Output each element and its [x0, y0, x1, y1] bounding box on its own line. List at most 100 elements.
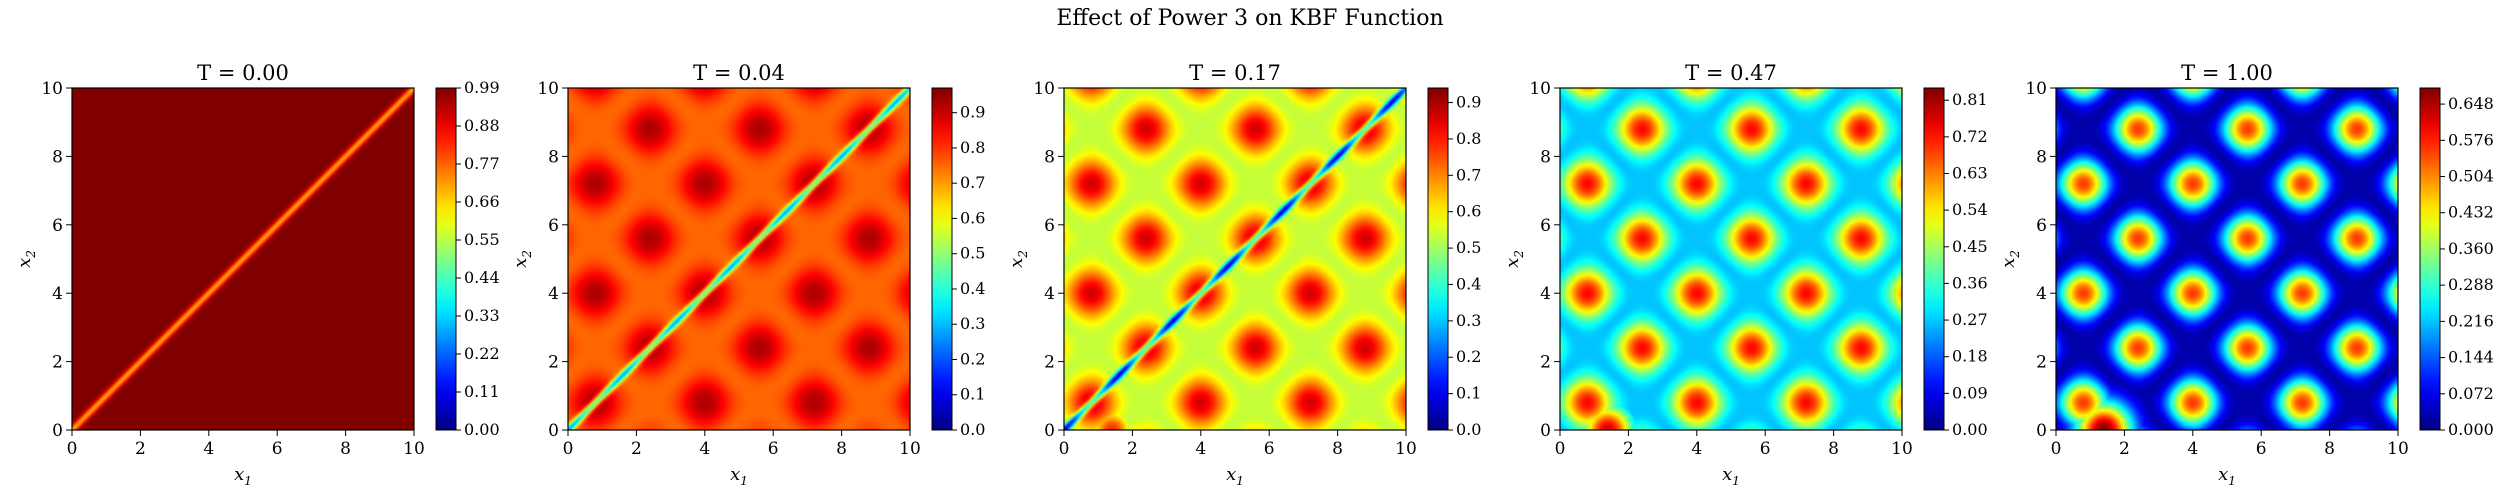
plot-frame [71, 87, 415, 431]
colorbar-tick-label: 0.1 [960, 385, 985, 404]
heatmap-image [1064, 88, 1406, 430]
plot-frame [1063, 87, 1407, 431]
x-axis-label: x1 [1226, 464, 1244, 488]
x-axis-label: x1 [730, 464, 748, 488]
colorbar-tick-label: 0.6 [1456, 202, 1481, 221]
heatmap-image [1560, 88, 1902, 430]
x-tick-label: 10 [1891, 439, 1913, 459]
y-axis-label: x2 [1998, 250, 2022, 268]
x-tick-label: 4 [1691, 439, 1702, 459]
x-tick-label: 6 [272, 439, 283, 459]
colorbar-tick-label: 0.18 [1952, 347, 1988, 366]
colorbar-tick-label: 0.54 [1952, 200, 1988, 219]
x-tick-label: 6 [2256, 439, 2267, 459]
y-tick-label: 0 [1044, 421, 1055, 441]
x-tick-label: 0 [1059, 439, 1070, 459]
colorbar-tick-label: 0.000 [2448, 420, 2494, 439]
panel-title: T = 0.47 [1685, 61, 1777, 85]
x-tick-label: 6 [1264, 439, 1275, 459]
colorbar-tick-label: 0.5 [1456, 238, 1481, 257]
colorbar-tick-label: 0.88 [464, 116, 500, 135]
y-tick-label: 6 [1044, 216, 1055, 236]
x-tick-label: 6 [768, 439, 779, 459]
y-tick-label: 2 [548, 353, 559, 373]
y-tick-label: 4 [1044, 284, 1055, 304]
y-tick-label: 10 [41, 79, 63, 99]
y-tick-label: 0 [52, 421, 63, 441]
y-axis-label: x2 [510, 250, 534, 268]
colorbar-tick-label: 0.648 [2448, 94, 2494, 113]
panel-2: T = 0.17 0 2 4 6 8 10 0 2 4 6 8 10 x1 x2 0.0 0.1 0.2 0.3 0.… [1006, 61, 1481, 488]
colorbar-tick-label: 0.2 [1456, 347, 1481, 366]
x-tick-label: 8 [340, 439, 351, 459]
y-tick-label: 8 [548, 147, 559, 167]
colorbar-tick-label: 0.8 [960, 138, 985, 157]
panel-title: T = 0.17 [1189, 61, 1281, 85]
y-tick-label: 10 [1033, 79, 1055, 99]
colorbar-tick-label: 0.00 [1952, 420, 1988, 439]
colorbar-tick-label: 0.11 [464, 382, 500, 401]
colorbar-tick-label: 0.9 [1456, 93, 1481, 112]
colorbar-tick-label: 0.63 [1952, 164, 1988, 183]
colorbar-tick-label: 0.22 [464, 344, 500, 363]
y-tick-label: 2 [52, 353, 63, 373]
x-tick-label: 2 [2119, 439, 2130, 459]
colorbar-tick-label: 0.0 [960, 420, 985, 439]
panel-title: T = 0.00 [197, 61, 289, 85]
colorbar-tick-label: 0.72 [1952, 127, 1988, 146]
panel-title: T = 1.00 [2181, 61, 2273, 85]
y-tick-label: 2 [1540, 353, 1551, 373]
colorbar-tick-label: 0.0 [1456, 420, 1481, 439]
x-tick-label: 4 [2187, 439, 2198, 459]
colorbar-tick-label: 0.7 [960, 173, 985, 192]
x-tick-label: 10 [2387, 439, 2409, 459]
colorbar-tick-label: 0.66 [464, 192, 500, 211]
y-tick-label: 0 [1540, 421, 1551, 441]
colorbar-tick-label: 0.27 [1952, 310, 1988, 329]
x-axis-label: x1 [234, 464, 252, 488]
y-tick-label: 6 [1540, 216, 1551, 236]
y-tick-label: 10 [2025, 79, 2047, 99]
y-axis-label: x2 [14, 250, 38, 268]
colorbar [435, 87, 457, 431]
colorbar-tick-label: 0.6 [960, 208, 985, 227]
y-tick-label: 6 [2036, 216, 2047, 236]
x-tick-label: 8 [2324, 439, 2335, 459]
colorbar-tick-label: 0.7 [1456, 165, 1481, 184]
y-tick-label: 6 [52, 216, 63, 236]
colorbar-tick-label: 0.09 [1952, 383, 1988, 402]
colorbar-tick-label: 0.4 [1456, 274, 1481, 293]
y-tick-label: 10 [1529, 79, 1551, 99]
x-tick-label: 8 [1332, 439, 1343, 459]
x-tick-label: 2 [1623, 439, 1634, 459]
colorbar-tick-label: 0.8 [1456, 129, 1481, 148]
colorbar-tick-label: 0.576 [2448, 130, 2494, 149]
colorbar-tick-label: 0.00 [464, 420, 500, 439]
y-tick-label: 2 [1044, 353, 1055, 373]
colorbar-tick-label: 0.4 [960, 279, 985, 298]
y-tick-label: 8 [52, 147, 63, 167]
colorbar-tick-label: 0.99 [464, 78, 500, 97]
y-tick-label: 4 [548, 284, 559, 304]
x-tick-label: 6 [1760, 439, 1771, 459]
colorbar-tick-label: 0.144 [2448, 348, 2494, 367]
heatmap-image [568, 88, 910, 430]
colorbar-tick-label: 0.36 [1952, 273, 1988, 292]
y-tick-label: 8 [1540, 147, 1551, 167]
x-axis-label: x1 [2218, 464, 2236, 488]
panel-3: T = 0.47 0 2 4 6 8 10 0 2 4 6 8 10 x1 x2 0.00 0.09 0.18 0.… [1502, 61, 1988, 488]
y-tick-label: 10 [537, 79, 559, 99]
colorbar-tick-label: 0.33 [464, 306, 500, 325]
figure-suptitle: Effect of Power 3 on KBF Function [1056, 6, 1444, 31]
plot-frame [1559, 87, 1903, 431]
y-tick-label: 0 [2036, 421, 2047, 441]
y-tick-label: 2 [2036, 353, 2047, 373]
colorbar-tick-label: 0.9 [960, 103, 985, 122]
colorbar-tick-label: 0.504 [2448, 167, 2494, 186]
y-axis-label: x2 [1006, 250, 1030, 268]
colorbar-tick-label: 0.77 [464, 154, 500, 173]
colorbar-tick-label: 0.81 [1952, 90, 1988, 109]
y-tick-label: 8 [2036, 147, 2047, 167]
x-tick-label: 4 [1195, 439, 1206, 459]
